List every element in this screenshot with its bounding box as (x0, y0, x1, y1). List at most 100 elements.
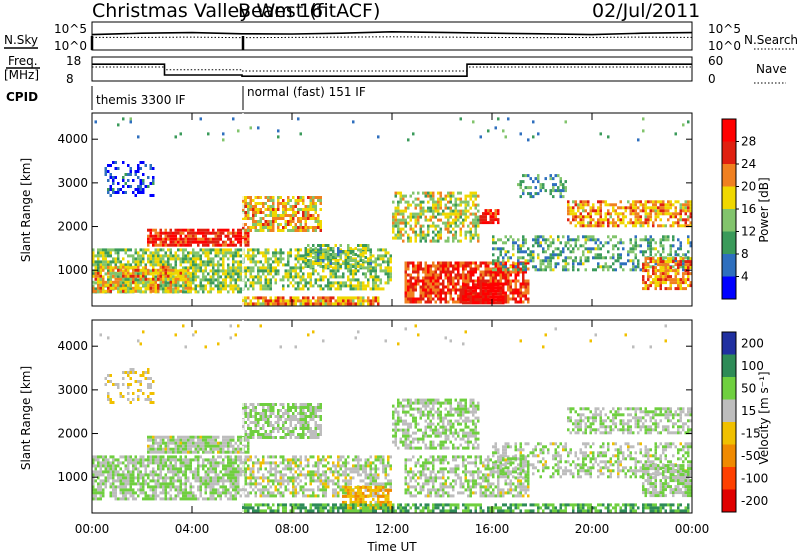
data-cell (262, 223, 265, 226)
data-cell (174, 455, 177, 459)
data-cell (602, 224, 605, 228)
data-cell (294, 254, 297, 258)
data-cell (404, 270, 407, 274)
data-cell (204, 488, 207, 492)
data-cell (247, 205, 250, 208)
data-cell (634, 218, 637, 222)
data-cell (162, 479, 165, 483)
data-cell (212, 482, 215, 486)
data-cell (464, 283, 467, 287)
data-cell (599, 265, 602, 269)
data-cell (329, 287, 332, 291)
data-cell (252, 287, 255, 291)
data-cell (437, 279, 440, 283)
data-cell (649, 275, 652, 279)
data-cell (232, 260, 235, 264)
data-cell (137, 263, 140, 267)
data-cell (297, 287, 300, 291)
data-cell (379, 263, 382, 267)
data-cell (182, 268, 185, 272)
data-cell (249, 217, 252, 220)
data-cell (147, 476, 150, 480)
data-cell (594, 238, 597, 242)
data-cell (454, 221, 457, 225)
data-cell (457, 264, 460, 268)
data-cell (189, 497, 192, 501)
data-cell (659, 241, 662, 245)
freq-unit-label: [MHz] (4, 68, 39, 82)
data-cell (399, 209, 402, 213)
data-cell (214, 476, 217, 480)
data-cell (604, 200, 607, 204)
data-cell (367, 281, 370, 285)
data-cell (257, 269, 260, 273)
data-cell (112, 482, 115, 486)
data-cell (279, 223, 282, 226)
data-cell (139, 286, 142, 290)
data-cell (257, 229, 260, 232)
data-cell (364, 256, 367, 259)
data-cell (409, 261, 412, 265)
data-cell (569, 209, 572, 213)
data-cell (129, 473, 132, 477)
data-cell (229, 284, 232, 288)
data-cell (424, 267, 427, 271)
data-cell (509, 279, 512, 283)
data-cell (109, 188, 112, 191)
data-cell (619, 218, 622, 222)
data-cell (654, 275, 657, 279)
data-cell (492, 279, 495, 283)
data-cell (169, 482, 172, 486)
data-cell (162, 290, 165, 294)
data-cell (267, 266, 270, 270)
data-cell (207, 257, 210, 261)
data-cell (454, 206, 457, 210)
data-cell (684, 203, 687, 207)
data-cell (174, 458, 177, 462)
data-cell (217, 260, 220, 264)
data-cell (634, 244, 637, 248)
data-cell (272, 229, 275, 232)
data-cell (304, 214, 307, 217)
data-cell (449, 194, 452, 198)
data-cell (104, 476, 107, 480)
data-cell (609, 212, 612, 216)
data-cell (584, 209, 587, 213)
data-cell (129, 185, 132, 188)
data-cell (647, 215, 650, 219)
colorbar-tick-label: 28 (741, 135, 756, 149)
noise-panel: N.Sky 10^5 10^0 10^5 10^0 N.Search (4, 21, 798, 53)
data-cell (189, 277, 192, 281)
data-cell (522, 270, 525, 274)
data-cell (144, 286, 147, 290)
data-cell (587, 235, 590, 239)
data-cell (644, 209, 647, 213)
data-cell (647, 218, 650, 222)
data-cell (674, 263, 677, 267)
data-cell (572, 250, 575, 254)
data-cell (182, 281, 185, 285)
data-cell (252, 199, 255, 202)
data-cell (139, 271, 142, 275)
data-cell (122, 491, 125, 495)
data-cell (339, 287, 342, 291)
data-cell (464, 273, 467, 277)
data-cell (392, 230, 395, 234)
data-cell (647, 212, 650, 216)
data-cell (622, 212, 625, 216)
data-cell (462, 273, 465, 277)
data-cell (279, 302, 282, 306)
data-cell (162, 243, 165, 247)
data-cell (459, 227, 462, 231)
data-cell (172, 287, 175, 291)
data-cell (514, 288, 517, 292)
data-cell (119, 284, 122, 288)
data-cell (472, 120, 475, 124)
data-cell (244, 223, 247, 226)
data-cell (132, 497, 135, 501)
data-cell (302, 202, 305, 205)
data-cell (397, 227, 400, 231)
data-cell (162, 476, 165, 480)
data-cell (414, 233, 417, 237)
data-cell (184, 488, 187, 492)
